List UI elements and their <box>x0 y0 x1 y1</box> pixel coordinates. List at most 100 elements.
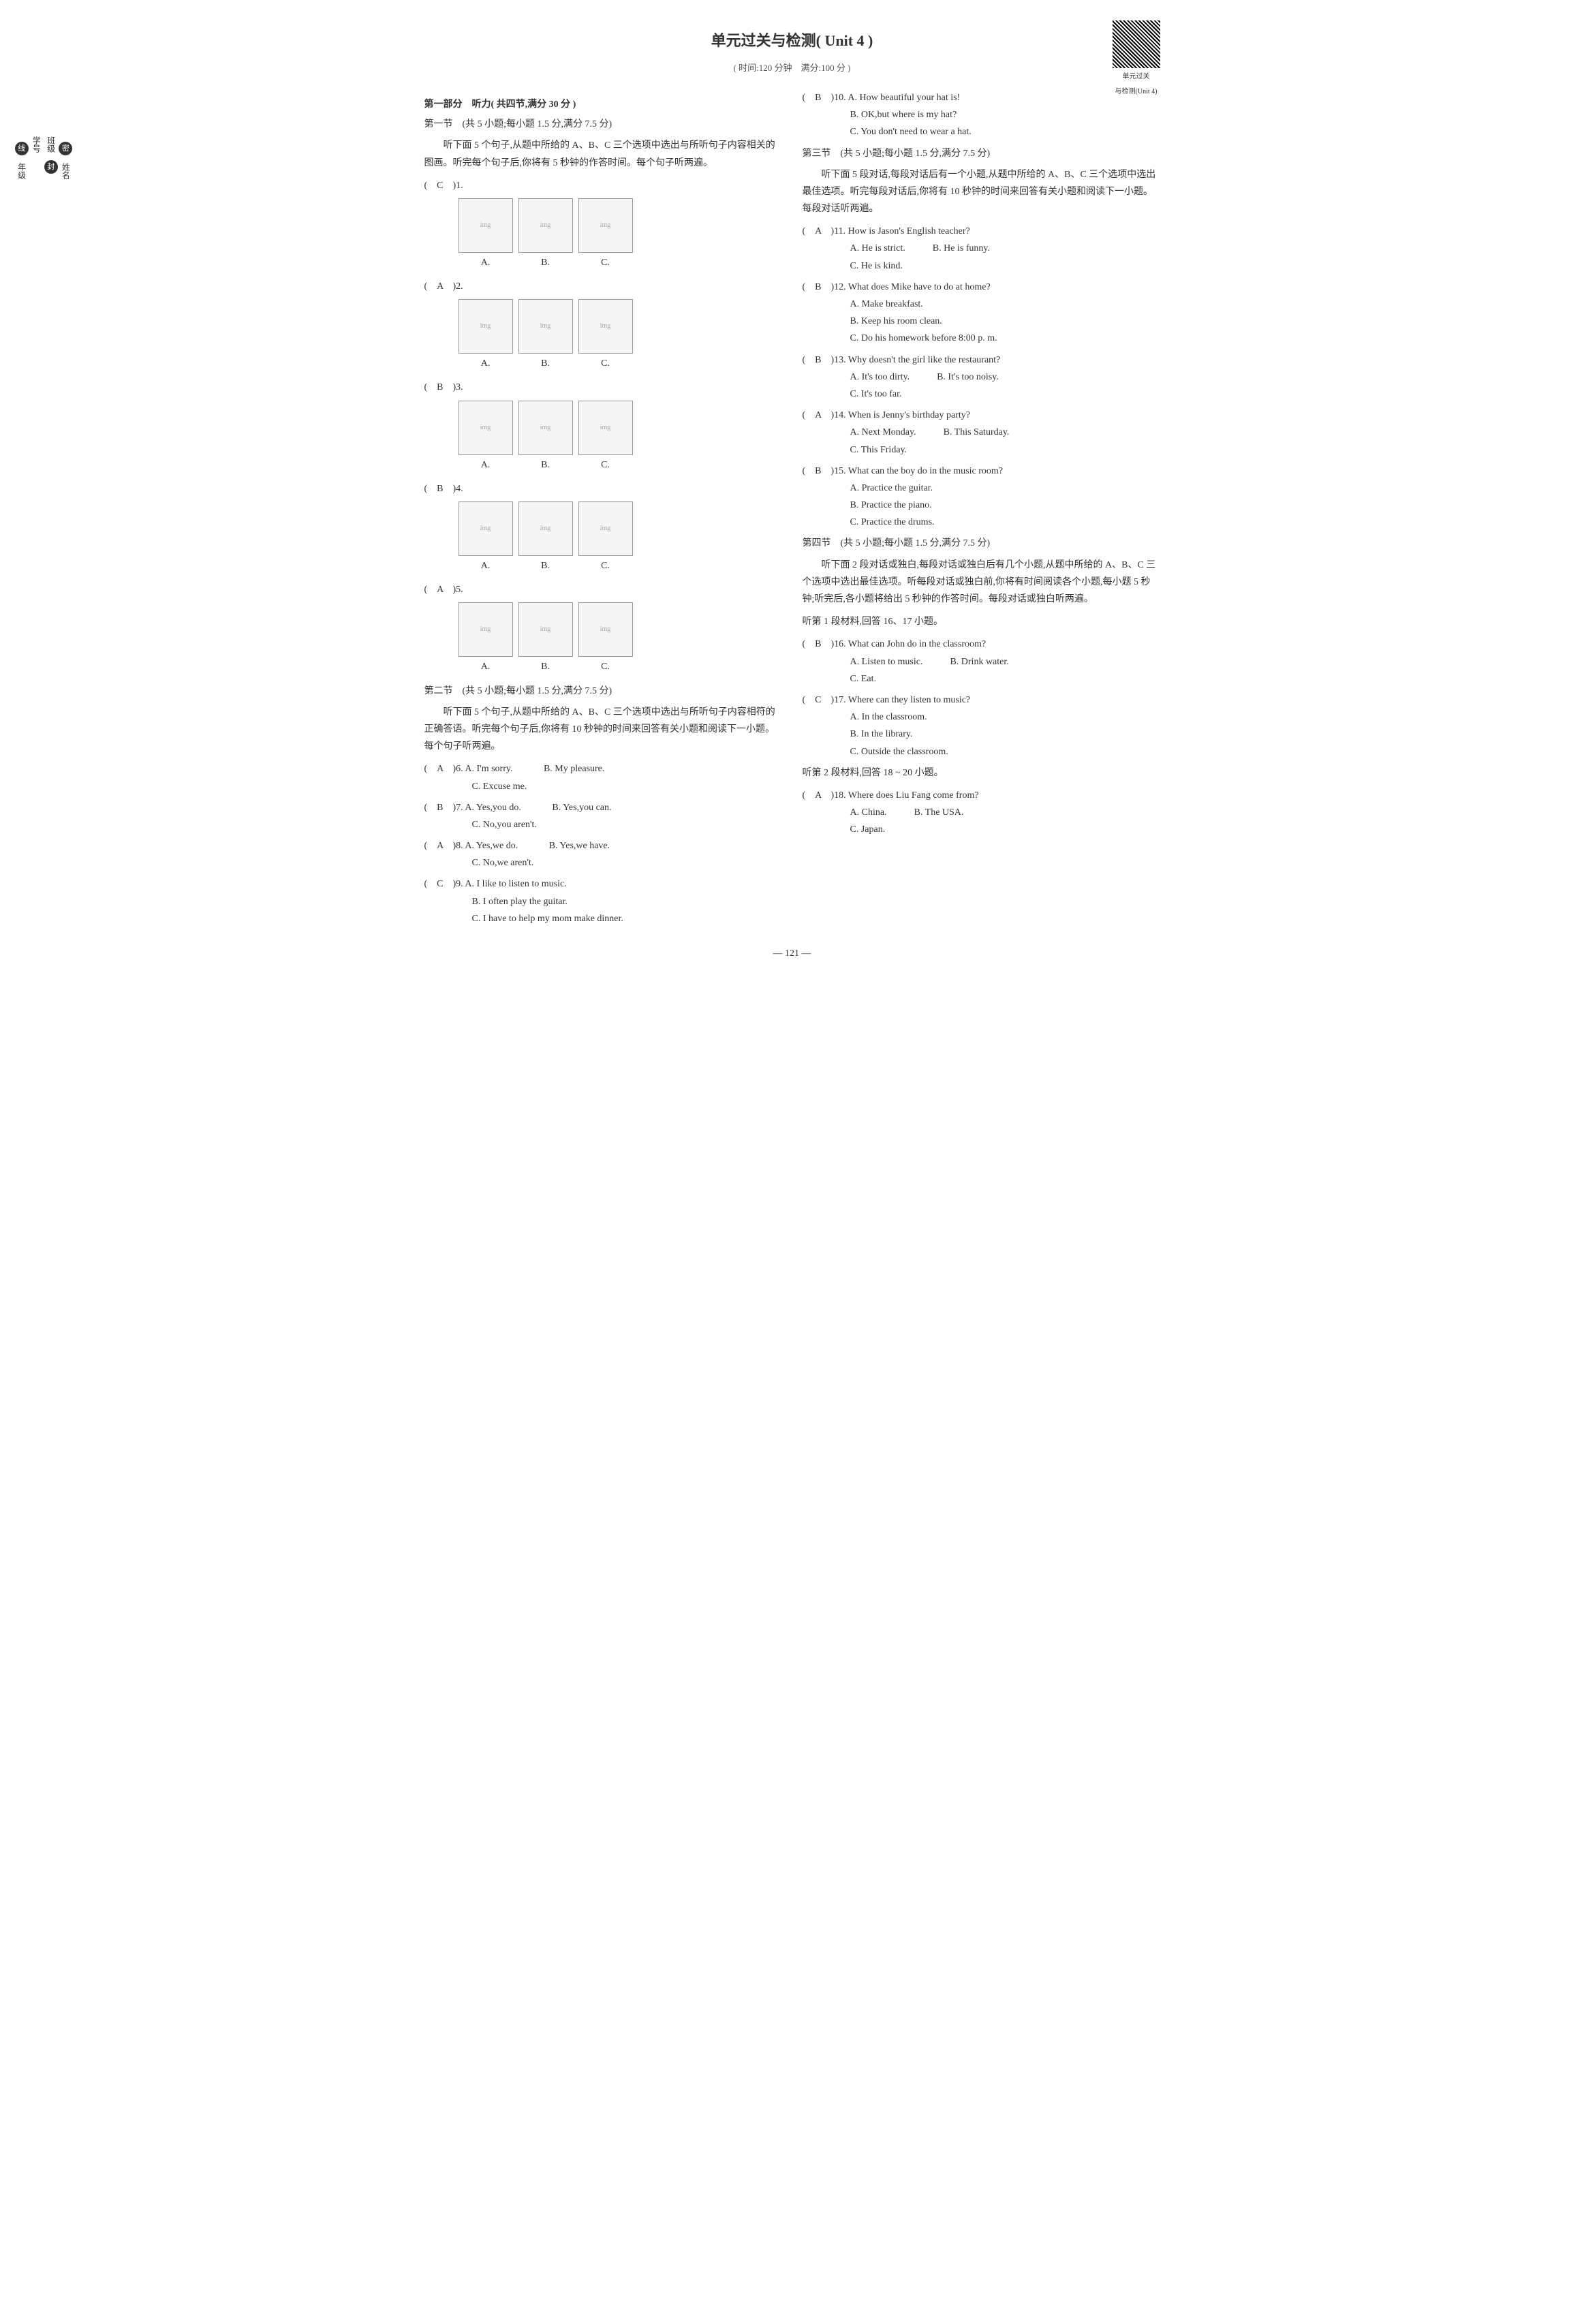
q7-b: B. Yes,you can. <box>552 803 611 813</box>
q15-b: B. Practice the piano. <box>850 500 932 510</box>
q9-num: ( C )9. <box>424 879 463 889</box>
q1-img-a: img <box>459 198 513 253</box>
q3-label-b: B. <box>518 456 573 474</box>
q14-a: A. Next Monday. <box>850 424 916 441</box>
q13-q: Why doesn't the girl like the restaurant… <box>848 355 1000 365</box>
question-10: ( B )10. A. How beautiful your hat is! B… <box>803 89 1160 141</box>
q13-a: A. It's too dirty. <box>850 369 910 386</box>
sec2-title: 第二节 (共 5 小题;每小题 1.5 分,满分 7.5 分) <box>424 683 782 700</box>
q8-c: C. No,we aren't. <box>472 858 534 868</box>
question-14: ( A )14. When is Jenny's birthday party?… <box>803 407 1160 459</box>
q4-label-c: C. <box>578 557 633 574</box>
q8-b: B. Yes,we have. <box>549 841 610 851</box>
q9-c: C. I have to help my mom make dinner. <box>472 914 623 924</box>
q16-num: ( B )16. <box>803 639 846 649</box>
q3-num: ( B )3. <box>424 379 465 396</box>
margin-number: 学号 <box>31 136 41 153</box>
qr-label-2: 与检测(Unit 4) <box>1113 86 1160 98</box>
question-8: ( A )8. A. Yes,we do. B. Yes,we have. C.… <box>424 837 782 871</box>
question-16: ( B )16. What can John do in the classro… <box>803 636 1160 687</box>
q1-num: ( C )1. <box>424 177 465 194</box>
q16-c: C. Eat. <box>850 674 877 684</box>
q17-num: ( C )17. <box>803 695 846 705</box>
q1-label-b: B. <box>518 254 573 271</box>
q13-c: C. It's too far. <box>850 389 902 399</box>
q17-c: C. Outside the classroom. <box>850 747 948 757</box>
question-15: ( B )15. What can the boy do in the musi… <box>803 463 1160 531</box>
q18-num: ( A )18. <box>803 790 846 801</box>
passage2-label: 听第 2 段材料,回答 18 ~ 20 小题。 <box>803 764 1160 781</box>
margin-class: 班级 <box>46 136 56 153</box>
q15-num: ( B )15. <box>803 466 846 476</box>
q5-label-c: C. <box>578 658 633 675</box>
page-number: — 121 — <box>424 945 1160 962</box>
q10-c: C. You don't need to wear a hat. <box>850 127 972 137</box>
q16-a: A. Listen to music. <box>850 653 923 670</box>
margin-name: 姓名 <box>61 163 70 179</box>
q4-label-b: B. <box>518 557 573 574</box>
q11-num: ( A )11. <box>803 226 846 236</box>
q2-img-a: img <box>459 299 513 354</box>
q7-a: A. Yes,you do. <box>465 803 521 813</box>
q13-b: B. It's too noisy. <box>937 369 999 386</box>
part1-title: 第一部分 听力( 共四节,满分 30 分 ) <box>424 96 782 113</box>
q17-q: Where can they listen to music? <box>848 695 970 705</box>
q14-b: B. This Saturday. <box>944 424 1010 441</box>
q14-c: C. This Friday. <box>850 445 907 455</box>
sec4-desc: 听下面 2 段对话或独白,每段对话或独白后有几个小题,从题中所给的 A、B、C … <box>803 557 1160 608</box>
q4-label-a: A. <box>459 557 513 574</box>
question-12: ( B )12. What does Mike have to do at ho… <box>803 279 1160 347</box>
q11-q: How is Jason's English teacher? <box>848 226 970 236</box>
q6-num: ( A )6. <box>424 764 463 774</box>
qr-label-1: 单元过关 <box>1113 71 1160 83</box>
q5-img-b: img <box>518 602 573 657</box>
q8-a: A. Yes,we do. <box>465 841 518 851</box>
q14-q: When is Jenny's birthday party? <box>848 410 970 420</box>
q12-num: ( B )12. <box>803 282 846 292</box>
question-6: ( A )6. A. I'm sorry. B. My pleasure. C.… <box>424 760 782 794</box>
q3-label-a: A. <box>459 456 513 474</box>
left-column: 第一部分 听力( 共四节,满分 30 分 ) 第一节 (共 5 小题;每小题 1… <box>424 89 782 931</box>
margin-grade: 年级 <box>17 163 27 179</box>
q12-a: A. Make breakfast. <box>850 299 923 309</box>
sec1-title: 第一节 (共 5 小题;每小题 1.5 分,满分 7.5 分) <box>424 116 782 133</box>
q6-c: C. Excuse me. <box>472 781 527 792</box>
question-5: ( A )5. img img img A. B. C. <box>424 581 782 675</box>
question-2: ( A )2. img img img A. B. C. <box>424 278 782 372</box>
q9-b: B. I often play the guitar. <box>472 897 568 907</box>
q11-a: A. He is strict. <box>850 240 905 257</box>
q1-img-c: img <box>578 198 633 253</box>
q3-img-a: img <box>459 401 513 455</box>
q5-label-a: A. <box>459 658 513 675</box>
question-3: ( B )3. img img img A. B. C. <box>424 379 782 473</box>
q12-q: What does Mike have to do at home? <box>848 282 991 292</box>
seal-xian: 线 <box>15 142 29 155</box>
q2-img-c: img <box>578 299 633 354</box>
question-9: ( C )9. A. I like to listen to music. B.… <box>424 876 782 927</box>
q3-img-c: img <box>578 401 633 455</box>
q2-img-b: img <box>518 299 573 354</box>
q6-b: B. My pleasure. <box>544 764 604 774</box>
q7-c: C. No,you aren't. <box>472 820 537 830</box>
q5-img-c: img <box>578 602 633 657</box>
q3-label-c: C. <box>578 456 633 474</box>
q2-label-c: C. <box>578 355 633 372</box>
q15-q: What can the boy do in the music room? <box>848 466 1003 476</box>
q18-b: B. The USA. <box>914 804 964 821</box>
q5-label-b: B. <box>518 658 573 675</box>
q18-a: A. China. <box>850 804 887 821</box>
q9-a: A. I like to listen to music. <box>465 879 566 889</box>
q14-num: ( A )14. <box>803 410 846 420</box>
q11-b: B. He is funny. <box>933 240 990 257</box>
q17-a: A. In the classroom. <box>850 712 927 722</box>
q1-img-b: img <box>518 198 573 253</box>
q4-img-a: img <box>459 501 513 556</box>
q1-label-c: C. <box>578 254 633 271</box>
q17-b: B. In the library. <box>850 729 913 739</box>
q15-a: A. Practice the guitar. <box>850 483 933 493</box>
question-11: ( A )11. How is Jason's English teacher?… <box>803 223 1160 275</box>
right-column: ( B )10. A. How beautiful your hat is! B… <box>803 89 1160 931</box>
q5-img-a: img <box>459 602 513 657</box>
sec2-desc: 听下面 5 个句子,从题中所给的 A、B、C 三个选项中选出与所听句子内容相符的… <box>424 704 782 756</box>
question-18: ( A )18. Where does Liu Fang come from? … <box>803 787 1160 839</box>
